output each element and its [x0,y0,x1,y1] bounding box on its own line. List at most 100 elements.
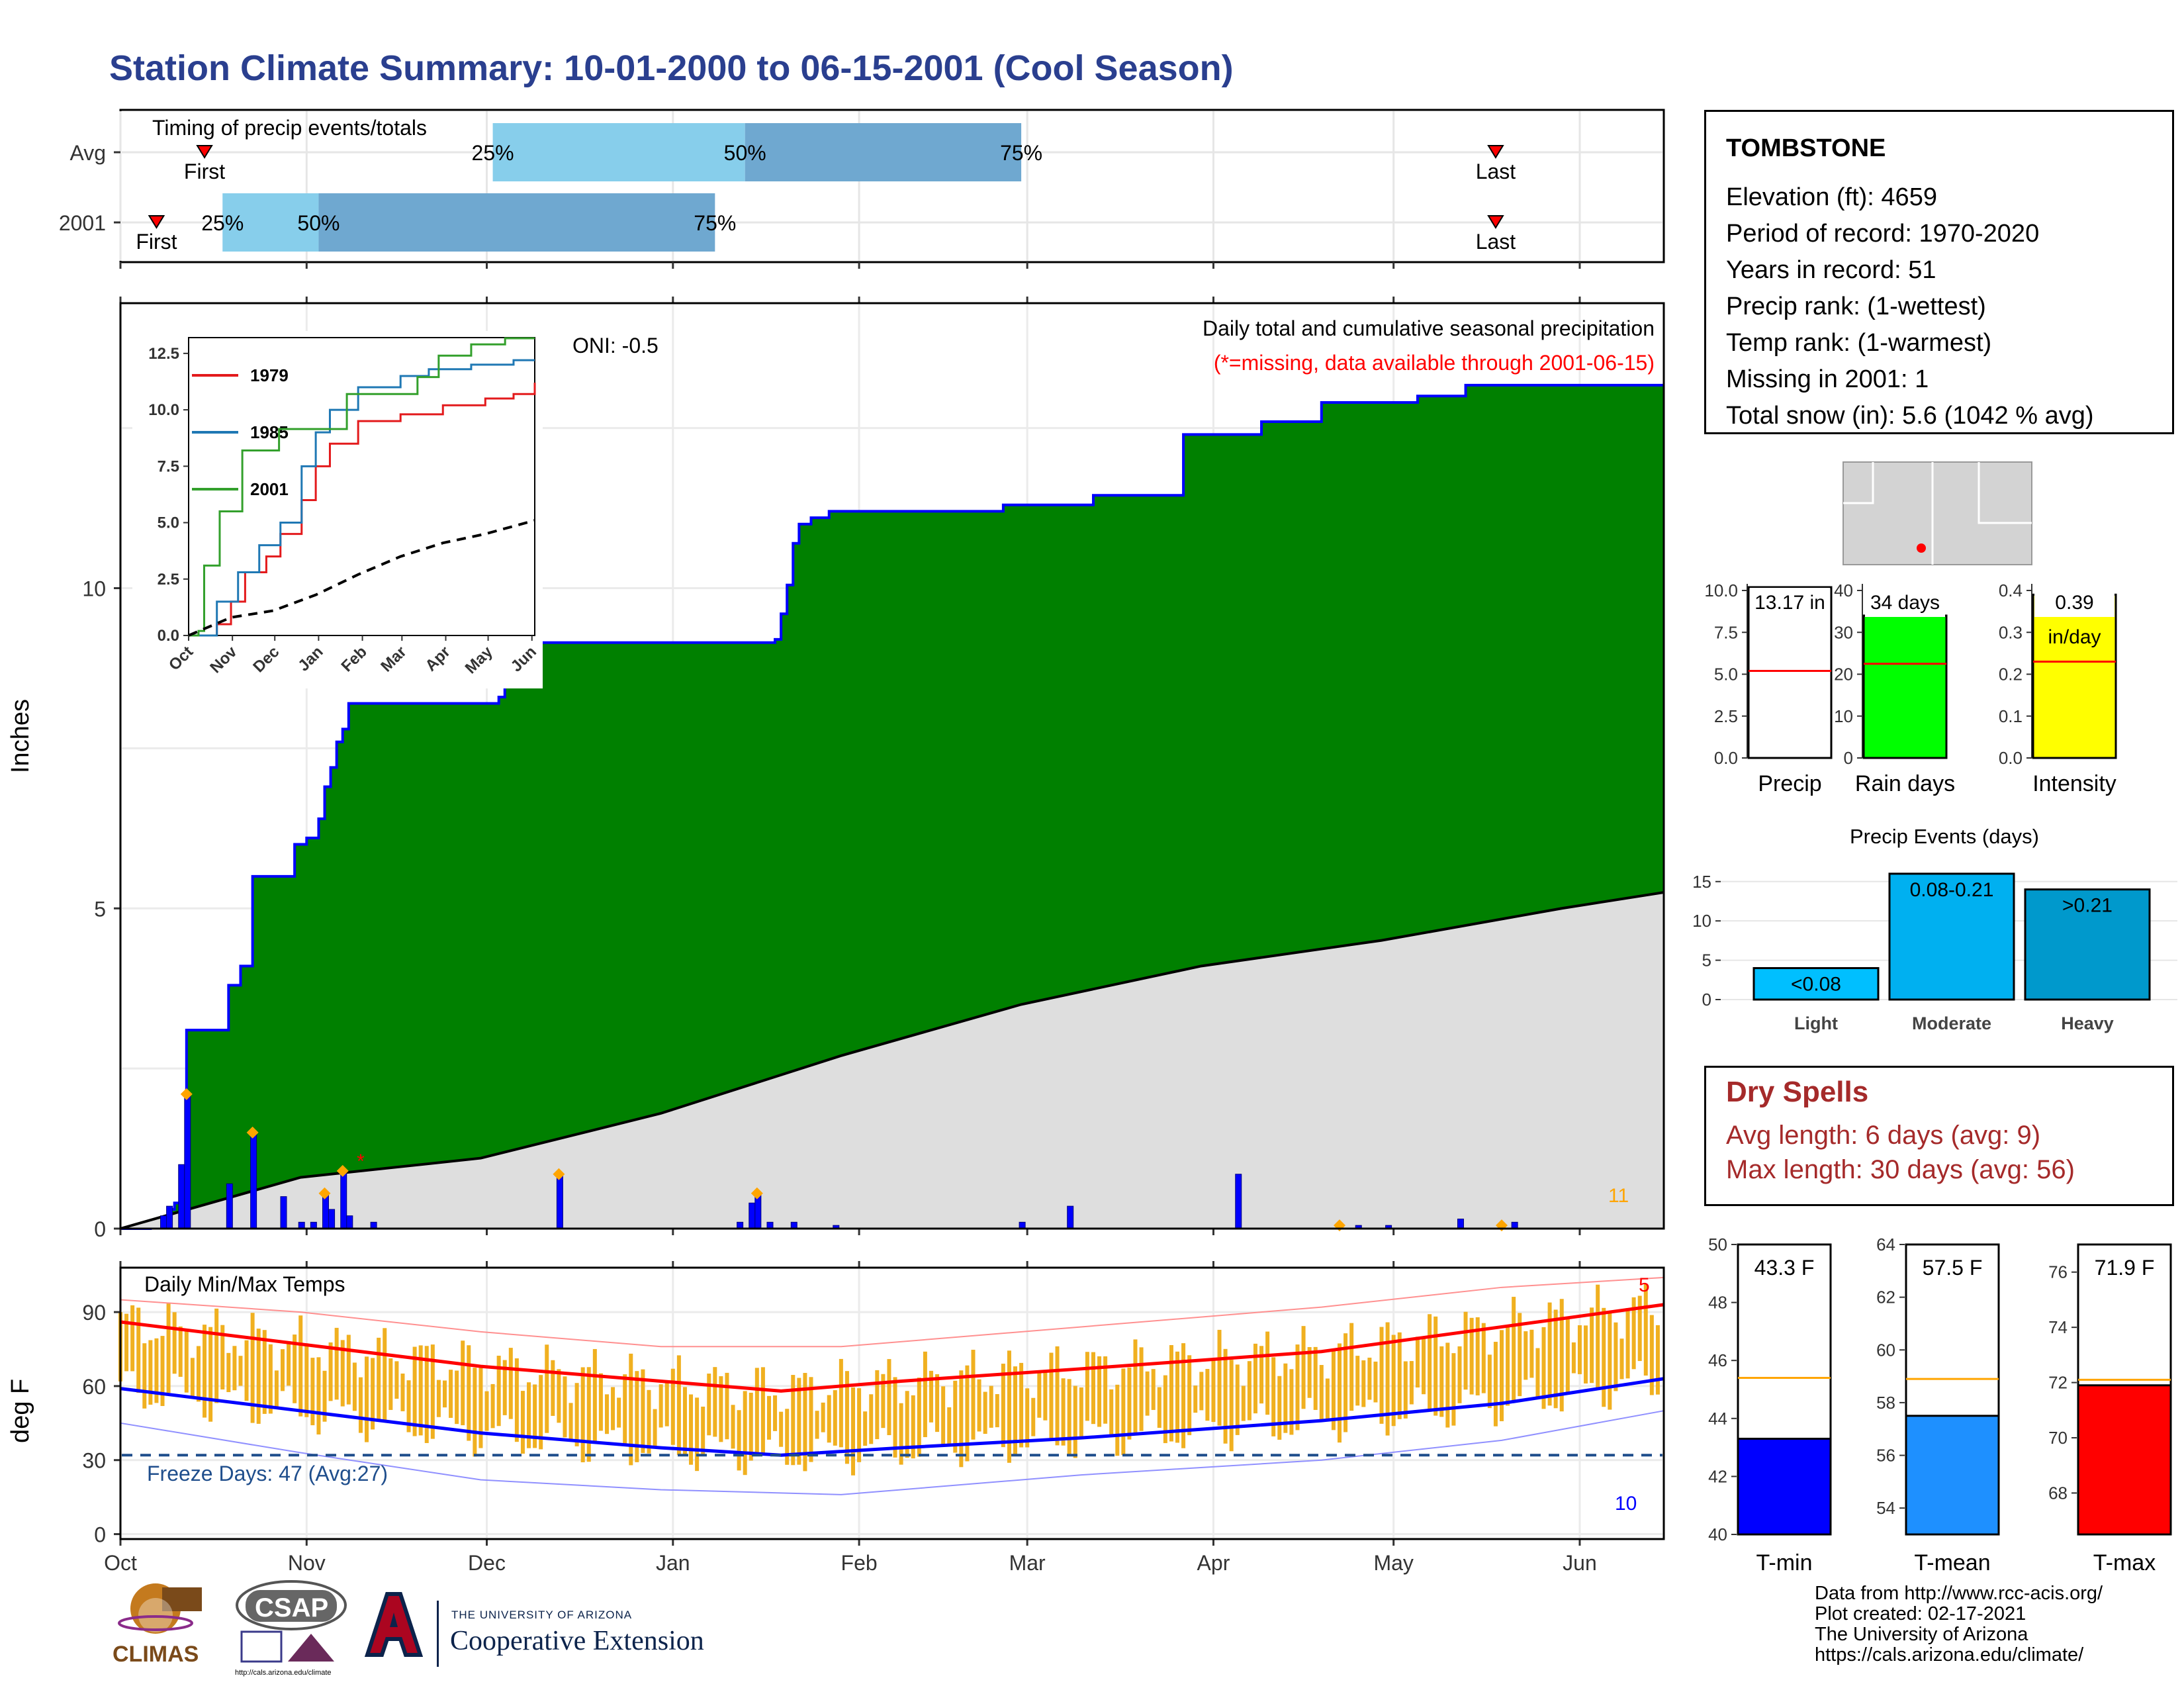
daily-temp-bar [1157,1387,1161,1428]
daily-temp-bar [760,1367,765,1453]
daily-temp-bar [983,1391,987,1434]
daily-temp-bar [238,1356,243,1386]
daily-precip-bar [166,1205,173,1229]
event-category-label: Moderate [1912,1013,1991,1033]
timing-last-marker [1487,145,1504,159]
daily-temp-bar [1133,1339,1138,1434]
daily-temp-bar [1151,1369,1156,1410]
daily-temp-bar [208,1327,213,1422]
daily-temp-bar [1655,1325,1660,1395]
daily-temp-bar [580,1367,585,1463]
timing-p25-label: 25% [472,141,514,165]
tmean-ytick-label: 56 [1876,1446,1895,1466]
total-ytick-label: 0.0 [1999,748,2023,768]
daily-temp-bar [1518,1313,1522,1397]
daily-temp-bar [1643,1284,1648,1376]
daily-temp-bar [977,1379,981,1432]
daily-temp-bar [1049,1352,1054,1439]
ua-divider [437,1601,439,1667]
total-ytick-label: 0.0 [1714,748,1738,768]
timing-title: Timing of precip events/totals [152,116,427,140]
tmean-ytick-label: 48 [1708,1293,1727,1313]
timing-last-label: Last [1476,230,1516,254]
inset-ytick-label: 5.0 [158,514,179,532]
daily-temp-bar [1487,1354,1492,1409]
daily-temp-bar [1649,1315,1654,1395]
daily-temp-bar [586,1367,591,1462]
daily-temp-bar [611,1387,615,1430]
daily-temp-bar [280,1349,285,1391]
map-border [1978,462,2032,524]
daily-temp-bar [569,1403,573,1440]
event-bar-label: 0.08-0.21 [1910,879,1994,901]
daily-temp-bar [737,1410,741,1471]
daily-temp-bar [1506,1325,1510,1406]
daily-temp-bar [881,1374,886,1429]
station-name: TOMBSTONE [1726,134,1886,162]
daily-temp-bar [1067,1379,1071,1456]
daily-temp-bar [406,1380,411,1432]
daily-temp-bar [707,1374,711,1436]
total-value-label: 13.17 in [1754,592,1825,614]
daily-temp-bar [136,1307,141,1393]
inset-legend-label: 2001 [250,479,289,499]
daily-temp-bar [1283,1363,1288,1433]
daily-temp-bar [1361,1360,1366,1407]
precip-ylabel: Inches [7,699,34,773]
daily-precip-bar [328,1209,336,1229]
map-border [1843,462,1874,504]
tmean-ytick-label: 50 [1708,1235,1727,1254]
daily-temp-bar [1169,1344,1173,1442]
daily-temp-bar [287,1341,291,1386]
footer-line-4: https://cals.arizona.edu/climate/ [1815,1644,2084,1665]
daily-temp-bar [923,1351,927,1438]
daily-temp-bar [1199,1372,1204,1411]
timing-bar-50-75 [745,123,1022,181]
month-label: Apr [1197,1551,1230,1575]
total-value-label: 0.39 [2055,592,2093,614]
timing-chart: Timing of precip events/totals Avg 25% 50%… [59,109,1665,269]
daily-temp-bar [1559,1299,1564,1412]
tmean-ytick-label: 54 [1876,1498,1895,1518]
climas-logo: CLIMAS [109,1575,215,1675]
daily-temp-bar [1205,1369,1210,1421]
daily-temp-bar [436,1380,441,1417]
daily-temp-bar [328,1342,333,1401]
daily-temp-bar [340,1340,345,1407]
timing-first-marker [148,215,165,229]
total-ytick-label: 2.5 [1714,706,1738,726]
tmean-bar-T-mean [1905,1415,2000,1536]
climas-logo-text: CLIMAS [113,1642,199,1667]
csap-logo-text: CSAP [255,1593,328,1622]
record-min-line [120,1410,1664,1495]
timing-p75-label: 75% [1000,141,1042,165]
daily-temp-bar [827,1395,831,1443]
daily-temp-bar [1596,1284,1600,1389]
timing-bar-50-75 [318,193,715,252]
daily-temp-bar [400,1373,405,1411]
tmean-ytick-label: 72 [2048,1373,2068,1393]
daily-precip-bar [160,1215,167,1229]
daily-temp-bar [124,1313,129,1372]
daily-temp-bar [352,1362,357,1411]
total-value-unit: in/day [2048,626,2101,648]
timing-first-marker [196,145,213,159]
daily-temp-bar [1031,1397,1036,1436]
daily-temp-bar [190,1358,195,1397]
month-label: May [1373,1551,1413,1575]
daily-temp-bar [203,1325,207,1418]
tmean-ytick-label: 58 [1876,1393,1895,1413]
total-ytick-label: 30 [1834,622,1853,642]
daily-temp-bar [1565,1318,1570,1395]
timing-row-label: Avg [69,141,106,165]
daily-temp-bar [971,1350,976,1440]
daily-temp-bar [809,1377,813,1462]
month-label: Dec [468,1551,506,1575]
daily-temp-bar [467,1345,471,1441]
daily-temp-bar [557,1369,561,1423]
daily-temp-bar [1493,1342,1498,1427]
average-precip-line [120,891,1664,1230]
daily-temp-bar [953,1380,958,1453]
daily-temp-bar [394,1361,399,1399]
